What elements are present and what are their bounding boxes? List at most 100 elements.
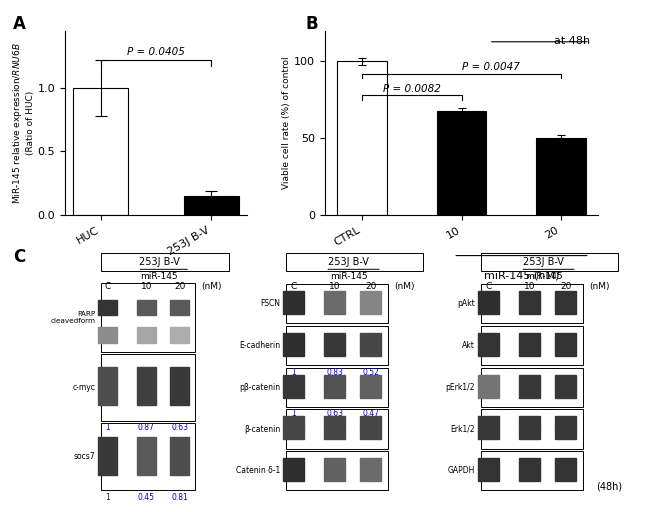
Bar [478, 416, 499, 439]
Bar [360, 458, 381, 481]
Text: socs7: socs7 [73, 453, 96, 461]
Text: 1: 1 [291, 410, 296, 418]
Bar [555, 458, 576, 481]
Bar [555, 333, 576, 356]
Bar [360, 416, 381, 439]
Text: c-myc: c-myc [73, 383, 96, 392]
Text: C: C [290, 282, 296, 291]
Bar [478, 458, 499, 481]
Bar [337, 61, 387, 215]
Bar [324, 416, 345, 439]
Bar [170, 327, 189, 343]
Text: FSCN: FSCN [260, 299, 280, 308]
Text: 0.87: 0.87 [138, 423, 155, 432]
Bar [136, 327, 156, 343]
Text: 1: 1 [105, 423, 110, 432]
Bar [98, 327, 117, 343]
Text: PARP
cleavedform: PARP cleavedform [50, 311, 96, 324]
Bar [136, 437, 156, 475]
Text: C: C [13, 248, 25, 266]
Text: 10: 10 [329, 282, 341, 291]
Text: 0.63: 0.63 [326, 410, 343, 418]
Text: 253J B-V: 253J B-V [328, 257, 369, 267]
Text: Akt: Akt [462, 341, 475, 350]
Text: miR-145 (nM): miR-145 (nM) [484, 270, 559, 281]
Text: 0.45: 0.45 [138, 493, 155, 502]
Bar [478, 375, 499, 397]
Bar [324, 375, 345, 397]
Text: (nM): (nM) [590, 282, 610, 291]
Bar [481, 253, 618, 270]
Bar [519, 291, 540, 314]
Y-axis label: MiR-145 relative expression/$\it{RNU6B}$
(Ratio of HUC): MiR-145 relative expression/$\it{RNU6B}$… [12, 42, 35, 204]
Text: P = 0.0082: P = 0.0082 [383, 83, 441, 94]
Bar [286, 410, 387, 449]
Text: 0.52: 0.52 [362, 368, 379, 377]
Text: pAkt: pAkt [458, 299, 475, 308]
Bar [286, 326, 387, 365]
Y-axis label: Viable cell rate (%) of control: Viable cell rate (%) of control [283, 56, 291, 189]
Bar [98, 437, 117, 475]
Bar [519, 458, 540, 481]
Bar [183, 196, 239, 215]
Bar [536, 138, 586, 215]
Text: 0.63: 0.63 [171, 423, 188, 432]
Text: 20: 20 [365, 282, 376, 291]
Text: pβ-catenin: pβ-catenin [239, 383, 280, 392]
Bar [555, 375, 576, 397]
Text: 253J B-V: 253J B-V [139, 257, 180, 267]
Bar [437, 111, 486, 215]
Text: 10: 10 [140, 282, 152, 291]
Text: 1: 1 [105, 493, 110, 502]
Bar [478, 333, 499, 356]
Text: 0.47: 0.47 [362, 410, 379, 418]
Text: 10: 10 [524, 282, 536, 291]
Bar [101, 423, 196, 490]
Bar [360, 291, 381, 314]
Bar [519, 416, 540, 439]
Text: P = 0.0047: P = 0.0047 [462, 62, 520, 72]
Text: 1: 1 [291, 368, 296, 377]
Text: B: B [306, 15, 318, 33]
Bar [478, 291, 499, 314]
Text: (nM): (nM) [395, 282, 415, 291]
Bar [286, 284, 387, 324]
Bar [136, 367, 156, 405]
Text: Catenin δ-1: Catenin δ-1 [236, 466, 280, 475]
Bar [283, 458, 304, 481]
Text: (48h): (48h) [596, 482, 622, 492]
Text: E-cadherin: E-cadherin [239, 341, 280, 350]
Bar [324, 291, 345, 314]
Bar [324, 333, 345, 356]
Text: 20: 20 [174, 282, 185, 291]
Bar [98, 367, 117, 405]
Bar [73, 88, 129, 215]
Bar [555, 291, 576, 314]
Bar [481, 326, 582, 365]
Text: A: A [13, 15, 26, 33]
Text: 253J B-V: 253J B-V [523, 257, 564, 267]
Bar [519, 333, 540, 356]
Bar [98, 300, 117, 315]
Text: β-catenin: β-catenin [244, 424, 280, 434]
Bar [360, 375, 381, 397]
Bar [286, 368, 387, 407]
Text: at 48h: at 48h [554, 36, 590, 46]
Text: GAPDH: GAPDH [448, 466, 475, 475]
Bar [283, 291, 304, 314]
Text: 0.83: 0.83 [326, 368, 343, 377]
Bar [519, 375, 540, 397]
Bar [101, 354, 196, 421]
Bar [283, 375, 304, 397]
Bar [101, 253, 229, 270]
Bar [481, 284, 582, 324]
Bar [283, 416, 304, 439]
Bar [286, 451, 387, 490]
Bar [481, 368, 582, 407]
Text: miR-145: miR-145 [330, 272, 368, 281]
Bar [283, 333, 304, 356]
Text: C: C [485, 282, 491, 291]
Text: pErk1/2: pErk1/2 [446, 383, 475, 392]
Bar [136, 300, 156, 315]
Bar [170, 367, 189, 405]
